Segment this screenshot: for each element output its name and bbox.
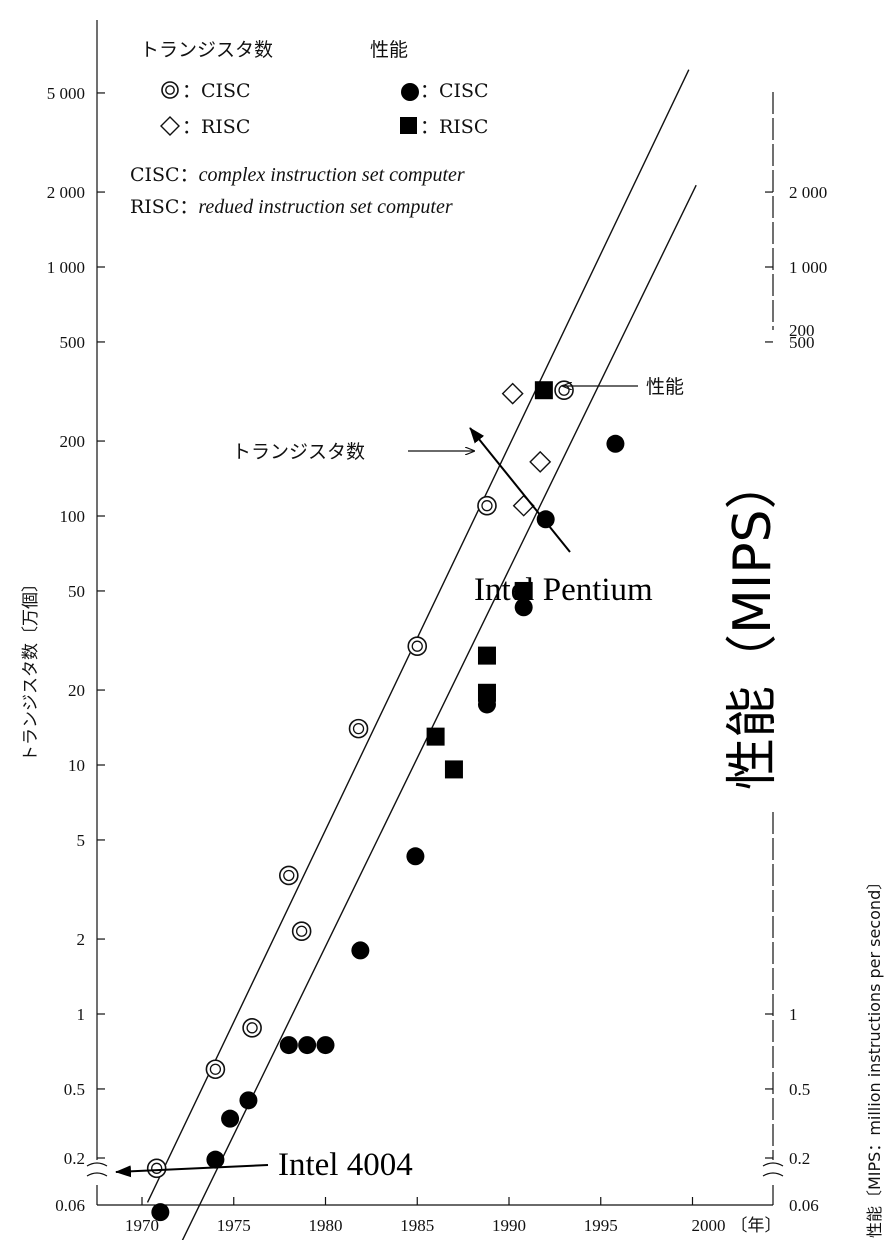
- note-risc-abbr: RISC: [130, 196, 179, 218]
- x-tick-label: 2000: [692, 1216, 726, 1235]
- point-transistor-cisc: [146, 1158, 167, 1179]
- left-tick-label: 0.5: [64, 1080, 85, 1099]
- right-tick-label: 1 000: [789, 258, 827, 277]
- left-axis-label: トランジスタ数〔万個〕: [21, 575, 41, 762]
- point-performance-risc: [426, 727, 445, 746]
- legend-performance-heading: 性能: [370, 39, 408, 61]
- annotation-pentium-label: Intel Pentium: [474, 572, 653, 608]
- right-axis-large-label: 性能（MIPS）: [723, 457, 783, 790]
- annotation-4004-arrow: [115, 1164, 269, 1178]
- x-tick-label: 1980: [309, 1216, 343, 1235]
- annotations: トランジスタ数 性能 Intel Pentium Intel 4004: [115, 376, 684, 1183]
- x-tick-label: 1970: [125, 1216, 159, 1235]
- point-transistor-cisc: [205, 1059, 226, 1080]
- point-performance-cisc: [221, 1109, 240, 1128]
- right-axis-break: [762, 1162, 784, 1177]
- left-tick-label: 100: [60, 507, 86, 526]
- right-tick-label: 0.2: [789, 1149, 810, 1168]
- point-transistor-cisc: [242, 1018, 262, 1038]
- right-axis-small-label: 性能〔MIPS：million instructions per second〕: [865, 874, 884, 1238]
- note-risc-sep: ：: [179, 196, 198, 218]
- point-transistor-cisc: [291, 921, 312, 942]
- point-performance-cisc: [279, 1036, 298, 1055]
- trend-lines: [146, 69, 697, 1240]
- point-performance-cisc: [514, 598, 533, 617]
- point-transistor-risc: [512, 494, 535, 517]
- note-risc-text: redued instruction set computer: [198, 196, 452, 218]
- point-transistor-cisc: [278, 865, 299, 886]
- point-performance-risc: [534, 381, 553, 400]
- right-tick-label-cut: 200: [789, 321, 815, 340]
- filled-circle-icon: [401, 83, 419, 101]
- x-unit-label: 〔年〕: [731, 1216, 782, 1235]
- annotation-performance-label: 性能: [646, 376, 684, 398]
- note-cisc: CISC：complex instruction set computer: [130, 164, 465, 186]
- point-performance-cisc: [606, 434, 625, 453]
- left-tick-label: 2 000: [47, 183, 85, 202]
- point-transistor-risc: [501, 382, 524, 405]
- right-tick-label: 500: [789, 333, 815, 352]
- left-tick-label: 2: [77, 930, 86, 949]
- left-tick-label: 10: [68, 756, 85, 775]
- performance-trend-line: [181, 184, 697, 1240]
- point-transistor-cisc: [407, 636, 428, 656]
- point-performance-risc: [477, 683, 496, 702]
- point-performance-risc: [444, 760, 463, 779]
- left-tick-label: 200: [60, 432, 86, 451]
- left-tick-label: 50: [68, 582, 85, 601]
- point-performance-cisc: [351, 941, 370, 960]
- point-performance-cisc: [316, 1036, 335, 1055]
- filled-square-icon: [400, 117, 417, 134]
- x-tick-label: 1975: [217, 1216, 251, 1235]
- left-axis-break: [86, 1162, 108, 1177]
- double-circle-icon: [161, 81, 179, 99]
- x-tick-label: 1985: [400, 1216, 434, 1235]
- point-transistor-cisc: [554, 380, 574, 401]
- legend-transistor-heading: トランジスタ数: [140, 39, 273, 61]
- legend-performance-risc: ：RISC: [420, 116, 488, 138]
- point-transistor-risc: [529, 450, 552, 473]
- left-tick-label: 500: [60, 333, 86, 352]
- annotation-transistor-label: トランジスタ数: [232, 441, 365, 463]
- x-tick-label: 1995: [584, 1216, 618, 1235]
- transistor-trend-line: [146, 69, 690, 1203]
- point-performance-cisc: [239, 1091, 258, 1110]
- right-tick-label-bottom: 0.06: [789, 1196, 819, 1215]
- left-tick-label: 20: [68, 681, 85, 700]
- right-tick-label: 1: [789, 1005, 798, 1024]
- right-axis-labels: 性能（MIPS） 性能〔MIPS：million instructions pe…: [723, 457, 884, 1238]
- point-performance-cisc: [298, 1036, 317, 1055]
- left-tick-label: 0.2: [64, 1149, 85, 1168]
- annotation-pentium-arrow: [469, 427, 571, 553]
- abbreviation-notes: CISC：complex instruction set computer RI…: [130, 164, 465, 218]
- note-cisc-text: complex instruction set computer: [199, 164, 465, 186]
- legend-performance-cisc: ：CISC: [420, 80, 489, 102]
- left-tick-label: 1: [77, 1005, 86, 1024]
- left-tick-label: 5 000: [47, 84, 85, 103]
- x-tick-label: 1990: [492, 1216, 526, 1235]
- legend-transistor-risc: ：RISC: [182, 116, 250, 138]
- left-tick-label-bottom: 0.06: [55, 1196, 85, 1215]
- legend: トランジスタ数 性能 ：CISC ：RISC ：CISC ：RISC: [140, 39, 489, 138]
- point-performance-cisc: [151, 1203, 170, 1222]
- point-transistor-cisc: [348, 718, 369, 739]
- data-points: [146, 380, 625, 1222]
- note-cisc-sep: ：: [180, 164, 199, 186]
- point-performance-risc: [514, 581, 533, 600]
- left-tick-label: 5: [77, 831, 86, 850]
- right-tick-label: 2 000: [789, 183, 827, 202]
- left-tick-label: 1 000: [47, 258, 85, 277]
- point-transistor-cisc: [477, 495, 497, 516]
- note-risc: RISC：redued instruction set computer: [130, 196, 453, 218]
- point-performance-cisc: [206, 1150, 225, 1169]
- point-performance-cisc: [406, 847, 425, 866]
- note-cisc-abbr: CISC: [130, 164, 180, 186]
- right-tick-label: 0.5: [789, 1080, 810, 1099]
- legend-transistor-cisc: ：CISC: [182, 80, 251, 102]
- point-performance-risc: [477, 646, 496, 665]
- annotation-4004-label: Intel 4004: [278, 1147, 413, 1183]
- diamond-icon: [160, 116, 180, 136]
